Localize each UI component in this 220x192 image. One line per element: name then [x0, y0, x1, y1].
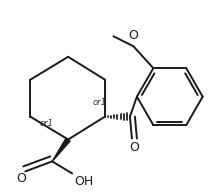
Text: O: O [129, 141, 139, 153]
Polygon shape [52, 138, 70, 161]
Text: O: O [128, 29, 138, 42]
Text: O: O [16, 172, 26, 185]
Text: or1: or1 [39, 119, 53, 128]
Text: or1: or1 [93, 98, 107, 107]
Text: OH: OH [74, 175, 93, 188]
